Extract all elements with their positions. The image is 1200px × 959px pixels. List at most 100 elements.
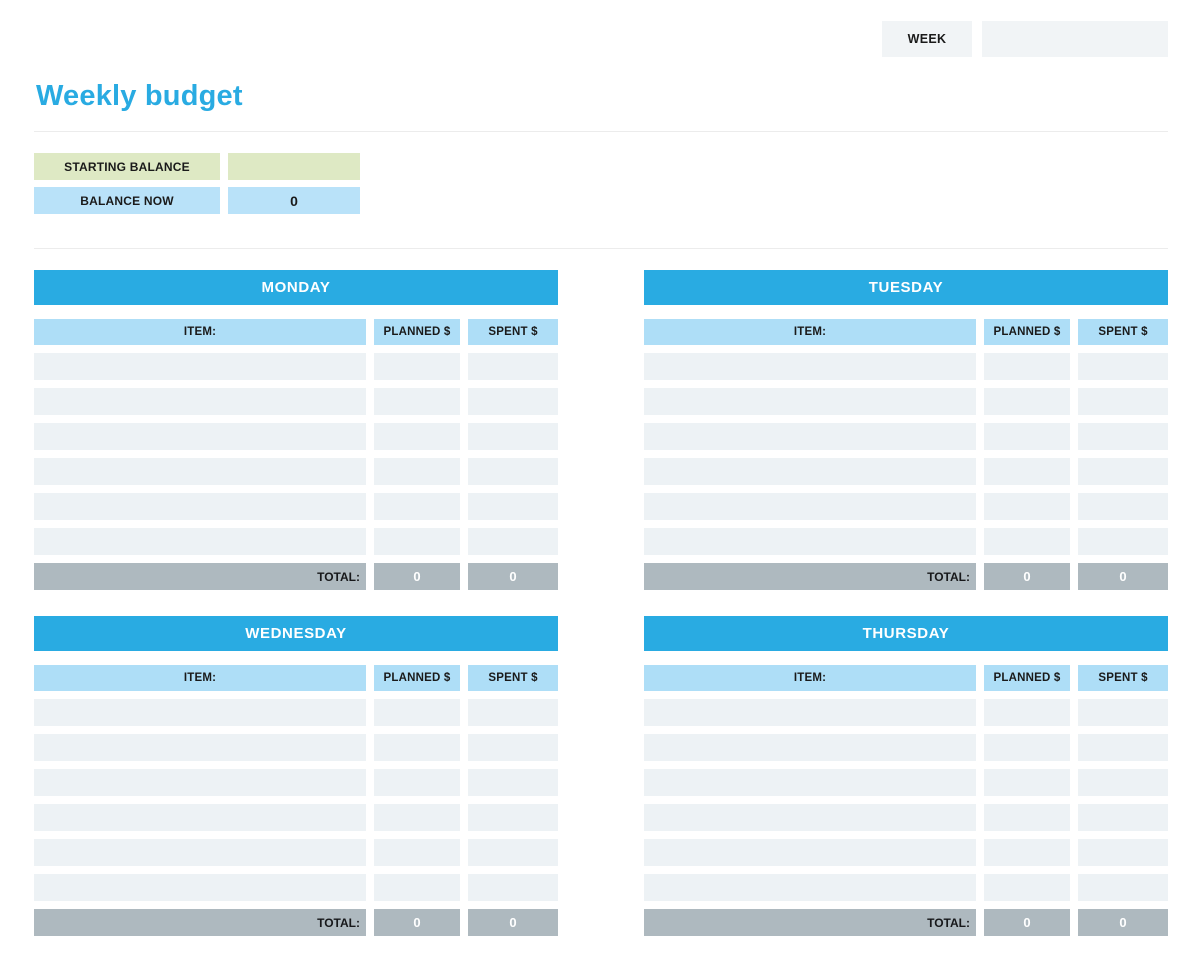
planned-cell[interactable]: [374, 458, 460, 485]
spent-cell[interactable]: [1078, 423, 1168, 450]
spent-cell[interactable]: [1078, 699, 1168, 726]
spent-cell[interactable]: [468, 804, 558, 831]
item-cell[interactable]: [34, 353, 366, 380]
item-cell[interactable]: [34, 734, 366, 761]
planned-cell[interactable]: [374, 839, 460, 866]
spent-cell[interactable]: [1078, 839, 1168, 866]
spent-cell[interactable]: [468, 699, 558, 726]
planned-cell[interactable]: [984, 839, 1070, 866]
spent-cell[interactable]: [468, 353, 558, 380]
item-cell[interactable]: [644, 528, 976, 555]
item-cell[interactable]: [644, 769, 976, 796]
planned-cell[interactable]: [374, 874, 460, 901]
starting-balance-value-input[interactable]: [228, 153, 360, 180]
day-header: THURSDAY: [644, 616, 1168, 651]
column-header-row: ITEM: PLANNED $ SPENT $: [644, 665, 1168, 691]
item-cell[interactable]: [644, 423, 976, 450]
spent-cell[interactable]: [1078, 874, 1168, 901]
planned-cell[interactable]: [374, 353, 460, 380]
planned-cell[interactable]: [984, 804, 1070, 831]
spent-cell[interactable]: [1078, 353, 1168, 380]
planned-cell[interactable]: [984, 353, 1070, 380]
item-cell[interactable]: [34, 493, 366, 520]
total-label-cell: TOTAL:: [34, 909, 366, 936]
item-cell[interactable]: [644, 804, 976, 831]
planned-cell[interactable]: [374, 528, 460, 555]
item-cell[interactable]: [644, 699, 976, 726]
item-cell[interactable]: [644, 839, 976, 866]
planned-cell[interactable]: [984, 423, 1070, 450]
planned-cell[interactable]: [374, 388, 460, 415]
spent-cell[interactable]: [1078, 769, 1168, 796]
item-cell[interactable]: [644, 458, 976, 485]
item-cell[interactable]: [34, 769, 366, 796]
item-cell[interactable]: [644, 734, 976, 761]
table-row: [34, 493, 558, 520]
balance-block: STARTING BALANCE BALANCE NOW 0: [34, 153, 1168, 214]
spent-cell[interactable]: [1078, 458, 1168, 485]
column-header-spent: SPENT $: [468, 665, 558, 691]
planned-cell[interactable]: [374, 734, 460, 761]
item-cell[interactable]: [644, 493, 976, 520]
column-header-item: ITEM:: [644, 665, 976, 691]
planned-cell[interactable]: [374, 769, 460, 796]
planned-cell[interactable]: [374, 493, 460, 520]
spent-cell[interactable]: [468, 874, 558, 901]
total-planned-value: 0: [984, 563, 1070, 590]
total-row: TOTAL: 0 0: [34, 909, 558, 936]
item-cell[interactable]: [644, 388, 976, 415]
item-cell[interactable]: [34, 528, 366, 555]
table-row: [34, 839, 558, 866]
planned-cell[interactable]: [984, 493, 1070, 520]
divider-middle: [34, 248, 1168, 249]
spent-cell[interactable]: [468, 493, 558, 520]
spent-cell[interactable]: [468, 734, 558, 761]
total-spent-value: 0: [468, 909, 558, 936]
table-row: [644, 734, 1168, 761]
table-row: [34, 804, 558, 831]
spent-cell[interactable]: [468, 423, 558, 450]
planned-cell[interactable]: [374, 804, 460, 831]
column-header-item: ITEM:: [34, 319, 366, 345]
week-value-input[interactable]: [982, 21, 1168, 57]
item-cell[interactable]: [644, 874, 976, 901]
day-table: WEDNESDAY ITEM: PLANNED $ SPENT $ TOTAL:…: [34, 616, 558, 936]
item-cell[interactable]: [34, 699, 366, 726]
spent-cell[interactable]: [468, 839, 558, 866]
spent-cell[interactable]: [1078, 804, 1168, 831]
item-cell[interactable]: [34, 874, 366, 901]
week-label-cell: WEEK: [882, 21, 972, 57]
spent-cell[interactable]: [468, 388, 558, 415]
item-cell[interactable]: [34, 423, 366, 450]
item-cell[interactable]: [34, 839, 366, 866]
column-header-spent: SPENT $: [468, 319, 558, 345]
column-header-row: ITEM: PLANNED $ SPENT $: [644, 319, 1168, 345]
table-row: [644, 528, 1168, 555]
spent-cell[interactable]: [1078, 734, 1168, 761]
planned-cell[interactable]: [984, 458, 1070, 485]
spent-cell[interactable]: [1078, 528, 1168, 555]
table-row: [34, 528, 558, 555]
planned-cell[interactable]: [374, 699, 460, 726]
planned-cell[interactable]: [984, 769, 1070, 796]
item-cell[interactable]: [644, 353, 976, 380]
planned-cell[interactable]: [984, 699, 1070, 726]
column-header-planned: PLANNED $: [374, 319, 460, 345]
spent-cell[interactable]: [468, 769, 558, 796]
item-cell[interactable]: [34, 804, 366, 831]
planned-cell[interactable]: [984, 528, 1070, 555]
planned-cell[interactable]: [374, 423, 460, 450]
spent-cell[interactable]: [1078, 493, 1168, 520]
spent-cell[interactable]: [468, 458, 558, 485]
item-cell[interactable]: [34, 458, 366, 485]
planned-cell[interactable]: [984, 734, 1070, 761]
item-cell[interactable]: [34, 388, 366, 415]
planned-cell[interactable]: [984, 388, 1070, 415]
spent-cell[interactable]: [1078, 388, 1168, 415]
table-row: [34, 388, 558, 415]
planned-cell[interactable]: [984, 874, 1070, 901]
balance-now-value: 0: [228, 187, 360, 214]
table-row: [644, 388, 1168, 415]
spent-cell[interactable]: [468, 528, 558, 555]
table-row: [644, 874, 1168, 901]
